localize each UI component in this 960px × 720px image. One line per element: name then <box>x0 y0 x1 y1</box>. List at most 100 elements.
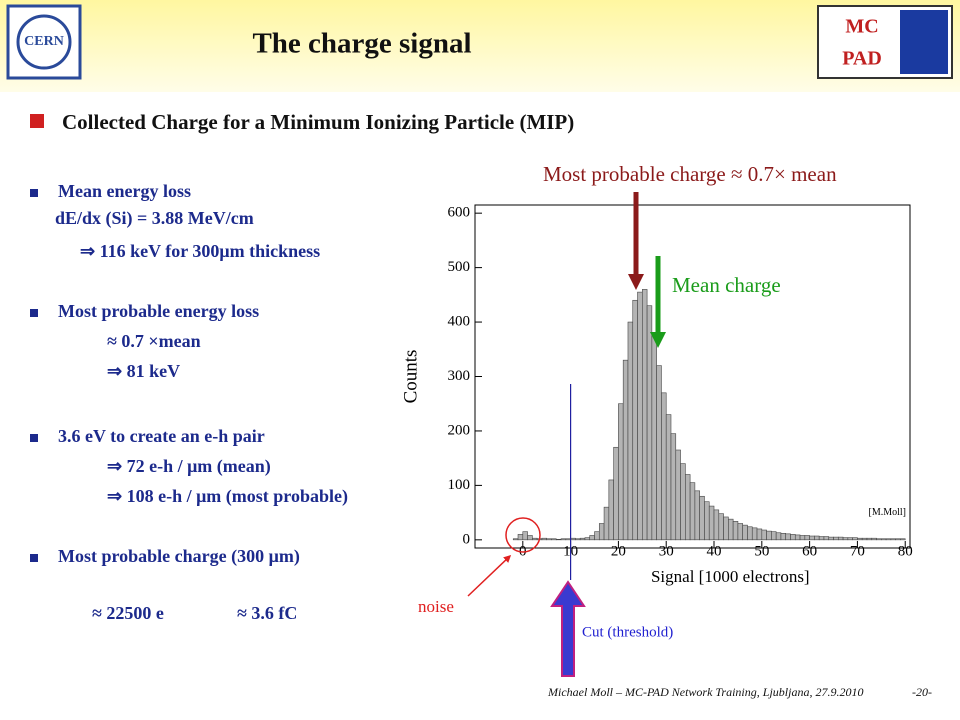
mean-label: Mean charge <box>672 273 781 297</box>
x-tick-label: 30 <box>659 543 674 559</box>
bullet-text: ≈ 3.6 fC <box>237 603 297 623</box>
bullet-text: ⇒ 81 keV <box>107 361 180 381</box>
hist-bar <box>665 414 672 541</box>
hist-bar <box>555 538 562 541</box>
bullet-text: 3.6 eV to create an e-h pair <box>58 426 265 446</box>
hist-bar <box>646 305 653 541</box>
logo-pad: PAD <box>842 48 882 70</box>
mean-arrow-head <box>650 332 666 348</box>
hist-bar <box>642 289 648 541</box>
hist-bar <box>675 449 681 541</box>
hist-bar <box>594 531 600 541</box>
x-tick-label: 80 <box>898 543 913 559</box>
bullet-text: ≈ 22500 e <box>92 603 164 623</box>
hist-bar <box>622 359 629 541</box>
hist-bar <box>866 537 873 541</box>
hist-bar <box>656 365 662 541</box>
x-tick-label: 40 <box>707 543 722 559</box>
hist-bar <box>708 505 715 541</box>
hist-bar <box>837 536 844 541</box>
hist-bar <box>689 482 696 541</box>
mp-arrow-head <box>628 274 644 290</box>
hist-bar <box>751 527 758 541</box>
bullet-marker <box>30 309 38 317</box>
hist-bar <box>852 537 858 541</box>
hist-bar <box>794 534 801 541</box>
hist-bar <box>876 538 882 541</box>
hist-bar <box>890 538 896 541</box>
hist-bar <box>761 529 767 541</box>
y-tick-label: 500 <box>448 259 471 275</box>
hist-bar <box>871 537 877 541</box>
bullet-marker <box>30 434 38 442</box>
hist-bar <box>713 509 720 541</box>
heading: Collected Charge for a Minimum Ionizing … <box>62 110 574 134</box>
note: [M.Moll] <box>869 507 907 518</box>
hist-bar <box>881 538 887 541</box>
hist-bar <box>799 535 806 541</box>
hist-bar <box>637 291 643 541</box>
cern-ring <box>16 14 72 70</box>
cern-text: CERN <box>24 34 64 49</box>
hist-bar <box>718 513 724 541</box>
hist-bar <box>551 538 557 541</box>
hist-bar <box>900 538 906 541</box>
hist-bar <box>694 490 700 541</box>
hist-bar <box>742 524 748 541</box>
hist-bar <box>517 534 524 541</box>
hist-bar <box>847 537 853 541</box>
hist-bar <box>828 536 834 541</box>
hist-bar <box>809 535 815 541</box>
hist-bar <box>823 536 830 541</box>
y-tick-label: 100 <box>448 477 471 493</box>
bullet-text: Mean energy loss <box>58 181 191 201</box>
logo-mc: MC <box>845 16 878 38</box>
hist-bar <box>861 537 868 541</box>
hist-bar <box>699 495 705 541</box>
hist-bar <box>618 403 624 541</box>
hist-bar <box>895 538 901 541</box>
cern-logo <box>6 4 82 80</box>
x-tick-label: 70 <box>850 543 865 559</box>
noise-arrow <box>467 554 512 597</box>
hist-bar <box>661 392 667 541</box>
bullet-marker <box>30 554 38 562</box>
bullet-marker <box>30 189 38 197</box>
hist-bar <box>670 433 677 541</box>
hist-bar <box>704 501 710 541</box>
hist-bar <box>589 535 595 541</box>
hist-bar <box>857 537 863 541</box>
hist-bar <box>766 530 772 541</box>
x-tick-label: 60 <box>802 543 817 559</box>
hist-bar <box>732 521 739 541</box>
hist-bar <box>842 537 849 541</box>
x-axis-label: Signal [1000 electrons] <box>651 567 810 586</box>
most-probable-label: Most probable charge ≈ 0.7× mean <box>543 162 837 186</box>
hist-bar <box>737 523 743 541</box>
hist-bar <box>833 536 839 541</box>
hist-bar <box>747 526 753 541</box>
hist-bar <box>613 446 619 541</box>
bullet-text: ⇒ 116 keV for 300μm thickness <box>80 241 320 261</box>
eu-flag <box>900 10 948 74</box>
cut-label: Cut (threshold) <box>582 624 673 640</box>
hist-bar <box>771 531 777 541</box>
bullet-text: ≈ 0.7 ×mean <box>107 331 201 351</box>
noise-label: noise <box>418 597 454 616</box>
y-axis-label: Counts <box>400 350 421 404</box>
page-number: -20- <box>912 685 932 699</box>
hist-bar <box>541 537 548 541</box>
hist-bar <box>804 535 810 541</box>
hist-bar <box>814 535 820 541</box>
hist-bar <box>532 537 538 541</box>
hist-bar <box>608 479 614 541</box>
hist-bar <box>780 532 787 541</box>
bullet-text: Most probable energy loss <box>58 301 259 321</box>
hist-bar <box>627 321 634 541</box>
bullet-text: Most probable charge (300 μm) <box>58 546 300 567</box>
hist-bar <box>579 537 586 541</box>
hist-bar <box>651 332 657 541</box>
y-tick-label: 200 <box>448 422 471 438</box>
slide-title: The charge signal <box>252 28 471 60</box>
